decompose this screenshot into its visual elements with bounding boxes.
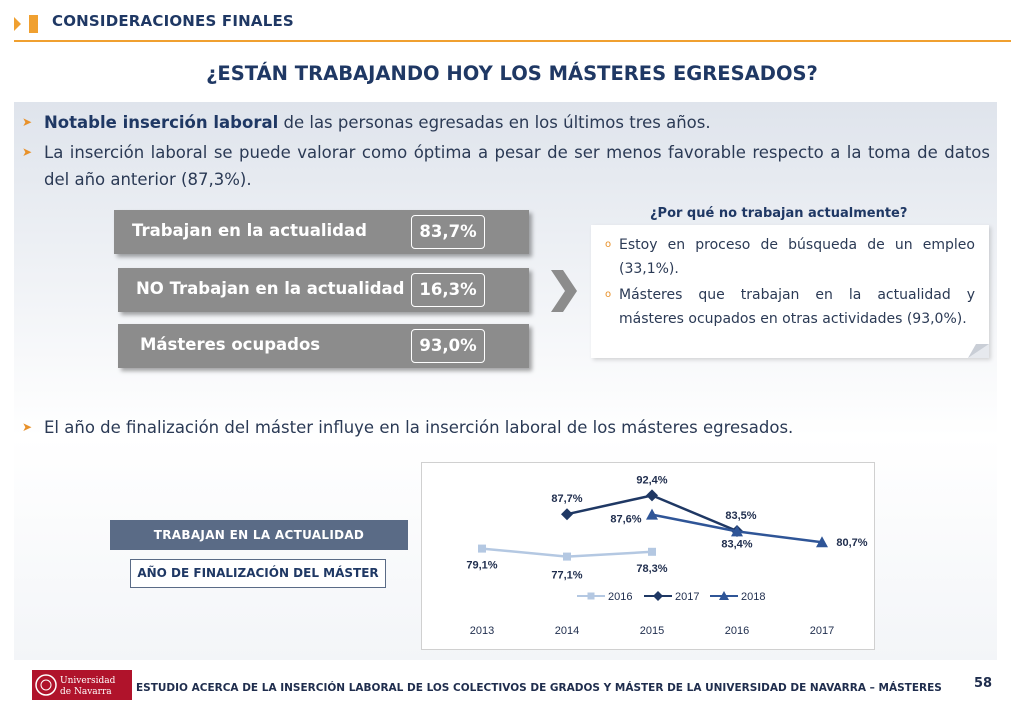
stat-no-trabajan: NO Trabajan en la actualidad 16,3% [118, 268, 529, 312]
section-title: CONSIDERACIONES FINALES [52, 12, 294, 30]
legend-label-2018: 2018 [741, 591, 765, 603]
header-divider [14, 40, 1011, 42]
chevron-right-icon: ➤ [22, 145, 33, 159]
data-label-2017: 92,4% [636, 474, 667, 486]
data-label-2016: 79,1% [466, 560, 497, 572]
why-card: o Estoy en proceso de búsqueda de un emp… [591, 225, 989, 358]
data-point-2017 [561, 508, 573, 521]
circle-bullet-icon: o [605, 239, 612, 250]
data-label-2018: 83,4% [721, 538, 752, 550]
x-tick-label: 2017 [810, 625, 834, 637]
data-label-2016: 78,3% [636, 563, 667, 575]
data-point-2018 [816, 536, 828, 548]
chart-label-trabajan: TRABAJAN EN LA ACTUALIDAD [110, 520, 408, 550]
why-item-text: Másteres que trabajan en la actualidad y… [619, 287, 975, 327]
stat-label: Másteres ocupados [140, 335, 321, 354]
chart-svg: 79,1% 77,1% 78,3% 87,7% 92,4% 83,5% 87,6% 83,4%… [466, 474, 867, 637]
circle-bullet-icon: o [605, 289, 612, 300]
stat-label: Trabajan en la actualidad [132, 221, 367, 240]
x-tick-label: 2016 [725, 625, 749, 637]
chart-label-anio: AÑO DE FINALIZACIÓN DEL MÁSTER [130, 559, 386, 588]
legend-label-2016: 2016 [608, 591, 632, 603]
footer-text: ESTUDIO ACERCA DE LA INSERCIÓN LABORAL D… [136, 682, 942, 694]
data-point-2017 [646, 489, 658, 502]
bullet-3-text: El año de finalización del máster influy… [44, 418, 794, 437]
legend-marker-2017 [653, 591, 663, 601]
x-tick-label: 2013 [470, 625, 494, 637]
data-point-2016 [563, 552, 571, 561]
bullet-1: ➤ Notable inserción laboral de las perso… [22, 109, 992, 136]
section-marker-icon [14, 15, 38, 33]
data-label-2017: 87,7% [551, 493, 582, 505]
why-item: o Másteres que trabajan en la actualidad… [605, 283, 975, 331]
bullet-2-text: La inserción laboral se puede valorar co… [44, 143, 990, 189]
university-logo: Universidad de Navarra [32, 670, 132, 700]
page-fold-icon [968, 344, 989, 358]
data-label-2017: 83,5% [725, 510, 756, 522]
page-title: ¿ESTÁN TRABAJANDO HOY LOS MÁSTERES EGRES… [206, 62, 818, 85]
svg-text:Universidad: Universidad [60, 676, 116, 686]
stat-trabajan: Trabajan en la actualidad 83,7% [114, 210, 529, 254]
data-point-2016 [648, 547, 656, 556]
chevron-right-icon [551, 270, 577, 312]
stat-value: 83,7% [411, 215, 485, 249]
x-tick-label: 2014 [555, 625, 579, 637]
legend-marker-2016 [587, 592, 595, 600]
bullet-3: ➤ El año de finalización del máster infl… [22, 414, 992, 441]
line-chart: 79,1% 77,1% 78,3% 87,7% 92,4% 83,5% 87,6% 83,4%… [421, 462, 875, 650]
bullet-2: ➤ La inserción laboral se puede valorar … [22, 139, 990, 193]
chevron-right-icon: ➤ [22, 420, 33, 434]
x-tick-label: 2015 [640, 625, 664, 637]
svg-text:de Navarra: de Navarra [60, 687, 112, 697]
bullet-1-bold: Notable inserción laboral [44, 113, 279, 132]
data-label-2018: 87,6% [610, 514, 641, 526]
data-point-2018 [731, 525, 743, 537]
data-label-2018: 80,7% [836, 537, 867, 549]
why-item-text: Estoy en proceso de búsqueda de un emple… [619, 237, 975, 277]
chevron-right-icon: ➤ [22, 115, 33, 129]
stat-value: 93,0% [411, 329, 485, 363]
legend-label-2017: 2017 [675, 591, 699, 603]
data-label-2016: 77,1% [551, 570, 582, 582]
why-item: o Estoy en proceso de búsqueda de un emp… [605, 233, 975, 281]
bullet-1-text: de las personas egresadas en los últimos… [278, 113, 711, 132]
legend-marker-2018 [719, 591, 729, 600]
data-point-2016 [478, 544, 486, 553]
stat-value: 16,3% [411, 273, 485, 307]
why-title: ¿Por qué no trabajan actualmente? [650, 206, 908, 221]
stat-label: NO Trabajan en la actualidad [136, 279, 405, 298]
data-point-2018 [646, 508, 658, 520]
stat-masteres-ocupados: Másteres ocupados 93,0% [118, 324, 529, 368]
page-number: 58 [974, 676, 993, 691]
